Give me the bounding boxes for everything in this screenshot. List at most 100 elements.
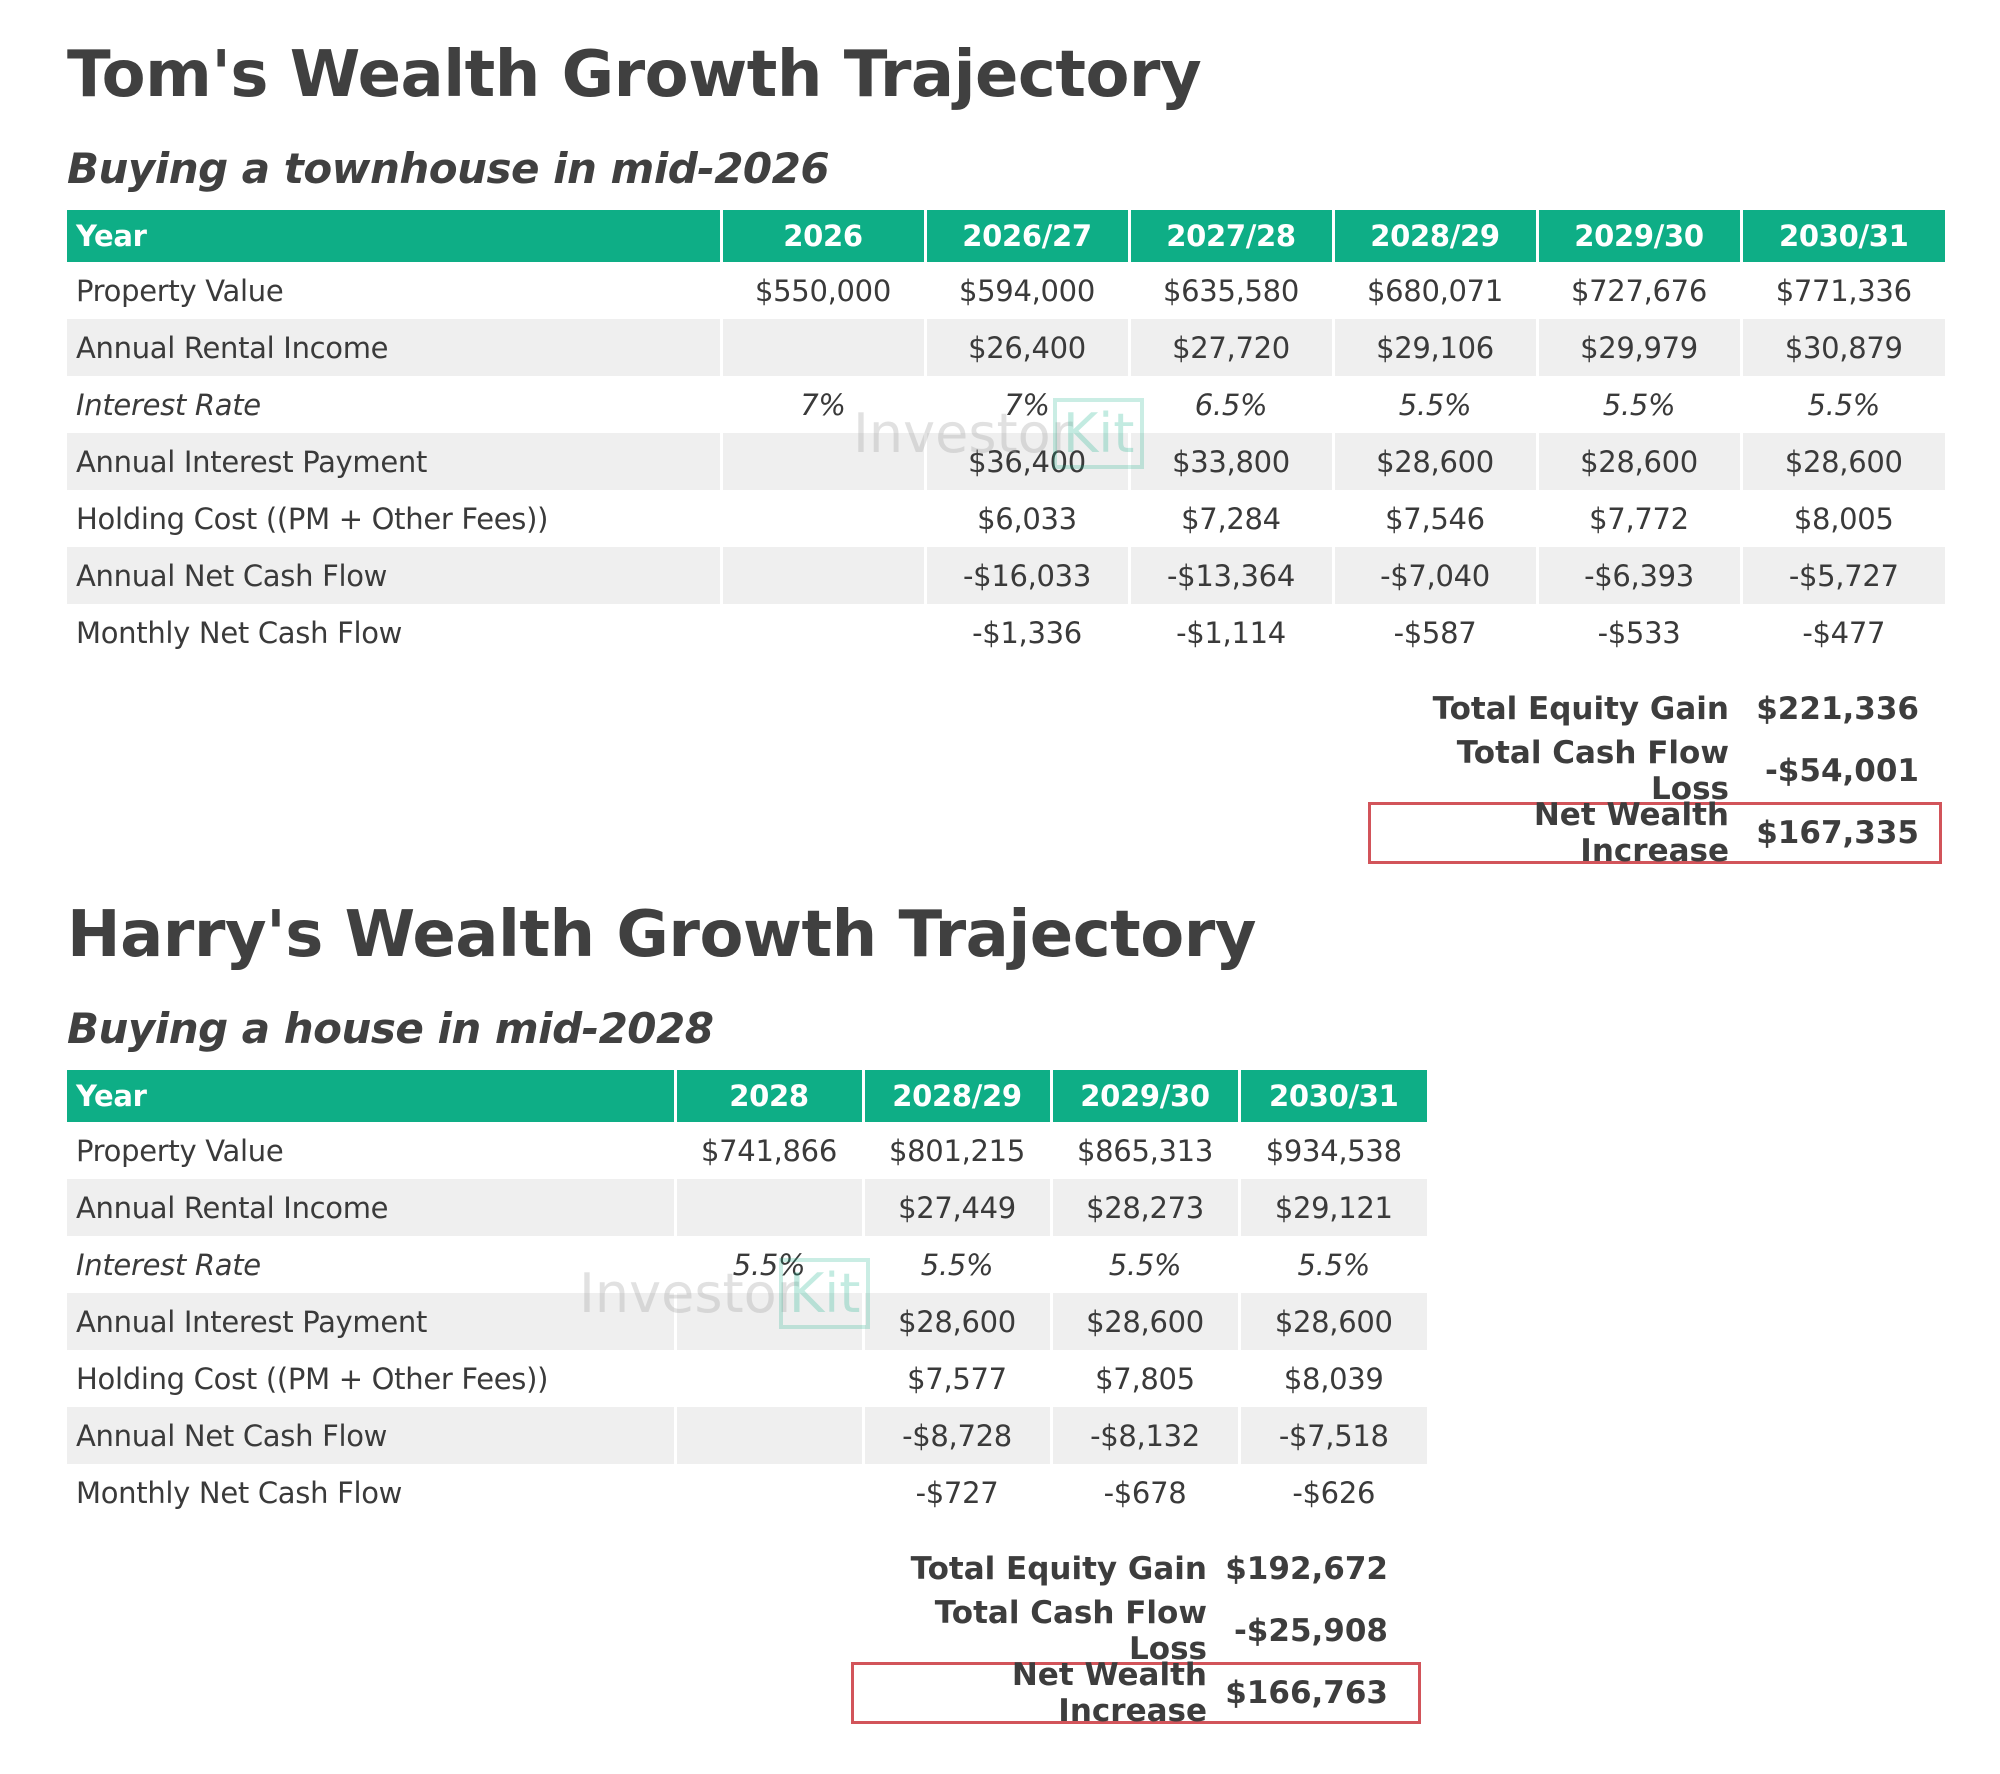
table-cell: $33,800 (1129, 433, 1335, 490)
table-row: Annual Net Cash Flow -$16,033 -$13,364 -… (67, 547, 1945, 604)
harry-table: Year 2028 2028/29 2029/30 2030/31 Proper… (67, 1070, 1427, 1521)
net-wealth-increase-value: $166,763 (1225, 1675, 1388, 1711)
row-label: Property Value (67, 262, 723, 319)
header-cell: 2028/29 (863, 1070, 1053, 1122)
table-cell: $28,600 (1051, 1293, 1241, 1350)
table-cell: 5.5% (1297, 1247, 1371, 1282)
table-row: Holding Cost ((PM + Other Fees)) $6,033 … (67, 490, 1945, 547)
table-row: Annual Rental Income $26,400 $27,720 $29… (67, 319, 1945, 376)
row-label: Annual Net Cash Flow (67, 1407, 677, 1464)
total-cash-flow-loss-label: Total Cash Flow Loss (934, 1595, 1207, 1667)
tom-title: Tom's Wealth Growth Trajectory (67, 38, 1202, 112)
table-cell: $8,005 (1793, 501, 1894, 536)
row-label: Property Value (67, 1122, 677, 1179)
tom-table: Year 2026 2026/27 2027/28 2028/29 2029/3… (67, 210, 1945, 661)
table-cell: -$727 (863, 1464, 1053, 1521)
table-cell: $28,600 (863, 1293, 1053, 1350)
table-cell: 7% (925, 376, 1131, 433)
header-cell: 2030/31 (1741, 210, 1945, 262)
total-equity-gain-label: Total Equity Gain (1432, 691, 1729, 727)
table-row: Annual Interest Payment $36,400 $33,800 … (67, 433, 1945, 490)
table-cell (675, 1293, 865, 1350)
table-cell: $30,879 (1741, 319, 1945, 376)
table-cell: $28,600 (1741, 433, 1945, 490)
harry-table-wrap: Year 2028 2028/29 2029/30 2030/31 Proper… (67, 1070, 1427, 1521)
table-cell (675, 1464, 865, 1521)
table-cell: 5.5% (863, 1236, 1053, 1293)
row-label: Annual Rental Income (67, 319, 723, 376)
table-cell: 7% (721, 376, 927, 433)
harry-title: Harry's Wealth Growth Trajectory (67, 898, 1256, 972)
table-cell: $29,106 (1333, 319, 1539, 376)
table-cell: $27,449 (863, 1179, 1053, 1236)
table-cell: $550,000 (721, 262, 927, 319)
net-wealth-increase-row: Net Wealth Increase $166,763 (851, 1657, 1421, 1729)
table-cell: -$7,518 (1239, 1407, 1427, 1464)
table-cell: $934,538 (1265, 1133, 1402, 1168)
total-equity-gain-row: Total Equity Gain $221,336 (1380, 678, 1942, 740)
harry-subtitle: Buying a house in mid-2028 (67, 1004, 714, 1053)
table-cell: $7,577 (863, 1350, 1053, 1407)
header-cell: 2027/28 (1129, 210, 1335, 262)
table-cell: 5.5% (1333, 376, 1539, 433)
table-cell: -$1,336 (925, 604, 1131, 661)
table-cell: 5.5% (1051, 1236, 1241, 1293)
row-label: Interest Rate (67, 1236, 677, 1293)
row-label: Annual Rental Income (67, 1179, 677, 1236)
total-cash-flow-loss-row: Total Cash Flow Loss -$54,001 (1380, 735, 1942, 807)
row-label: Annual Net Cash Flow (67, 547, 723, 604)
table-cell: $7,772 (1537, 490, 1743, 547)
table-cell: $7,546 (1333, 490, 1539, 547)
table-cell: -$5,727 (1741, 547, 1945, 604)
table-cell: -$7,040 (1333, 547, 1539, 604)
table-row: Monthly Net Cash Flow -$1,336 -$1,114 -$… (67, 604, 1945, 661)
header-cell: 2030/31 (1239, 1070, 1427, 1122)
table-row: Property Value $741,866 $801,215 $865,31… (67, 1122, 1427, 1179)
row-label: Annual Interest Payment (67, 433, 723, 490)
harry-section: Harry's Wealth Growth Trajectory Buying … (67, 890, 1427, 1521)
table-cell: $635,580 (1129, 262, 1335, 319)
table-cell: $28,600 (1537, 433, 1743, 490)
table-cell: $28,273 (1051, 1179, 1241, 1236)
table-row: Interest Rate 5.5% 5.5% 5.5% 5.5% (67, 1236, 1427, 1293)
table-cell (721, 604, 927, 661)
harry-summary: Total Equity Gain $192,672 Total Cash Fl… (851, 1538, 1421, 1729)
total-cash-flow-loss-label: Total Cash Flow Loss (1456, 735, 1729, 807)
table-cell: -$477 (1802, 615, 1886, 650)
table-cell: 6.5% (1129, 376, 1335, 433)
table-cell: $865,313 (1051, 1122, 1241, 1179)
tom-section: Tom's Wealth Growth Trajectory Buying a … (67, 30, 1945, 661)
tom-header-row: Year 2026 2026/27 2027/28 2028/29 2029/3… (67, 210, 1945, 262)
net-wealth-increase-value: $167,335 (1756, 815, 1919, 851)
table-row: Interest Rate 7% 7% 6.5% 5.5% 5.5% 5.5% (67, 376, 1945, 433)
net-wealth-increase-label: Net Wealth Increase (1011, 1657, 1207, 1729)
header-cell: 2029/30 (1051, 1070, 1241, 1122)
table-row: Annual Rental Income $27,449 $28,273 $29… (67, 1179, 1427, 1236)
table-cell: -$8,728 (863, 1407, 1053, 1464)
table-cell: $801,215 (863, 1122, 1053, 1179)
header-cell: 2026 (721, 210, 927, 262)
table-cell: 5.5% (1807, 387, 1881, 422)
table-cell: -$8,132 (1051, 1407, 1241, 1464)
table-cell: $8,039 (1283, 1361, 1384, 1396)
table-cell (675, 1179, 865, 1236)
table-cell: $727,676 (1537, 262, 1743, 319)
tom-table-wrap: Year 2026 2026/27 2027/28 2028/29 2029/3… (67, 210, 1945, 661)
table-cell (721, 490, 927, 547)
header-cell: 2026/27 (925, 210, 1131, 262)
table-cell: $27,720 (1129, 319, 1335, 376)
table-cell: $680,071 (1333, 262, 1539, 319)
table-cell: -$1,114 (1129, 604, 1335, 661)
total-equity-gain-label: Total Equity Gain (910, 1551, 1207, 1587)
table-row: Annual Net Cash Flow -$8,728 -$8,132 -$7… (67, 1407, 1427, 1464)
total-cash-flow-loss-row: Total Cash Flow Loss -$25,908 (855, 1595, 1421, 1667)
harry-header-row: Year 2028 2028/29 2029/30 2030/31 (67, 1070, 1427, 1122)
table-cell: $771,336 (1775, 273, 1912, 308)
table-cell: $7,805 (1051, 1350, 1241, 1407)
table-row: Annual Interest Payment $28,600 $28,600 … (67, 1293, 1427, 1350)
table-cell: $7,284 (1129, 490, 1335, 547)
table-cell: -$13,364 (1129, 547, 1335, 604)
table-cell (675, 1350, 865, 1407)
row-label: Holding Cost ((PM + Other Fees)) (67, 490, 723, 547)
tom-summary: Total Equity Gain $221,336 Total Cash Fl… (1368, 678, 1942, 869)
